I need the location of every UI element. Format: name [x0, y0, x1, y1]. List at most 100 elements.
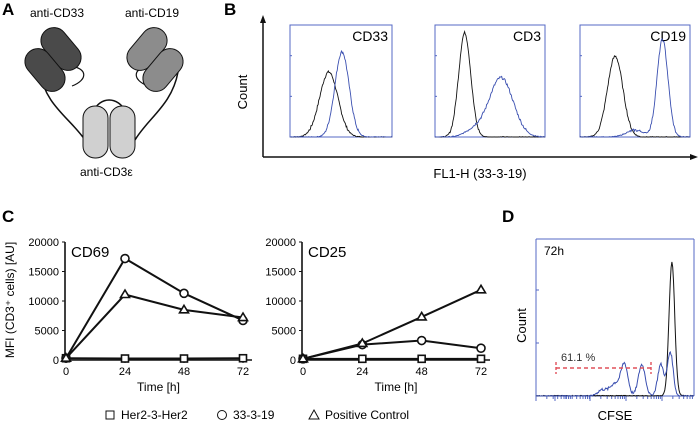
- marker-triangle: [415, 310, 428, 321]
- legend-label: 33-3-19: [233, 408, 275, 422]
- control-curve: [435, 29, 546, 138]
- b-x-label: FL1-H (33-3-19): [433, 166, 526, 181]
- y-axis-label: Count: [514, 308, 529, 343]
- panel-label-d: D: [502, 207, 514, 226]
- panel-c: C MFI (CD3⁺ cells) [AU] 0 5000 10000 15000 2…: [2, 207, 490, 394]
- x-tick-label: 72: [237, 366, 249, 378]
- marker-triangle: [178, 303, 190, 314]
- c-y-label: MFI (CD3⁺ cells) [AU]: [3, 242, 17, 358]
- marker-triangle: [475, 283, 487, 294]
- x-axis-label: CFSE: [598, 408, 633, 423]
- stained-curve: [536, 350, 694, 397]
- b-y-label: Count: [235, 74, 250, 109]
- anti-cd19-domains: [126, 27, 184, 92]
- histogram-frame: [289, 24, 393, 138]
- y-tick-label: 15000: [265, 267, 296, 279]
- panel-label-a: A: [2, 0, 14, 19]
- chart-title: CD69: [71, 244, 109, 261]
- series-line: [65, 257, 244, 359]
- marker-circle: [476, 343, 486, 354]
- legend-item: Her2-3-Her2: [105, 408, 188, 422]
- panel-d: D 72h Count CFSE 61.1 %: [502, 207, 695, 423]
- marker-circle: [179, 288, 189, 299]
- b-subplots: CD33 CD3 CD19: [289, 24, 691, 138]
- histogram-cd3: CD3: [434, 24, 546, 138]
- y-tick-label: 15000: [28, 267, 59, 279]
- y-tick-label: 5000: [35, 326, 59, 338]
- histogram-title: CD19: [650, 28, 686, 44]
- marker-square: [238, 353, 248, 363]
- arm-label-left: anti-CD33: [30, 6, 84, 20]
- x-tick-label: 72: [475, 366, 487, 378]
- y-tick-label: 0: [290, 355, 296, 367]
- marker-square: [179, 354, 189, 363]
- y-tick-label: 20000: [28, 237, 59, 249]
- legend-label: Her2-3-Her2: [121, 408, 188, 422]
- x-tick-label: 48: [416, 366, 428, 378]
- domain: [82, 105, 109, 159]
- marker-triangle: [119, 288, 131, 299]
- panel-b: B Count FL1-H (33-3-19) CD33 CD3 CD19: [224, 0, 698, 181]
- x-axis-label: Time [h]: [375, 380, 418, 394]
- stained-curve: [580, 38, 691, 138]
- legend-item: Positive Control: [308, 408, 409, 422]
- series-line: [65, 293, 244, 359]
- control-curve: [289, 69, 393, 138]
- chart-title: 72h: [544, 244, 564, 258]
- domain: [24, 48, 66, 92]
- chart-cfse: 72h Count CFSE 61.1 %: [514, 238, 695, 423]
- arm-label-right: anti-CD19: [125, 6, 179, 20]
- x-tick-label: 0: [63, 366, 69, 378]
- x-tick-label: 24: [356, 366, 368, 378]
- chart-cd69: 0 5000 10000 15000 20000 0 24 48 72 Time [h] CD69: [28, 237, 252, 394]
- marker-square: [120, 354, 130, 363]
- histogram-title: CD33: [352, 28, 388, 44]
- y-tick-label: 0: [53, 355, 59, 367]
- histogram-cd33: CD33: [289, 24, 393, 138]
- panel-a: A anti-CD33 anti-CD19 anti-CD3ε: [2, 0, 184, 179]
- marker-circle: [416, 335, 427, 346]
- anti-cd33-domains: [24, 27, 82, 92]
- x-axis-label: Time [h]: [137, 380, 180, 394]
- legend-item: 33-3-19: [217, 408, 275, 422]
- anti-cd3e-domains: [82, 105, 136, 159]
- histogram-title: CD3: [513, 28, 541, 44]
- gate-percentage: 61.1 %: [561, 352, 595, 364]
- series-line: [302, 288, 482, 360]
- arm-label-bottom: anti-CD3ε: [80, 165, 133, 179]
- panel-label-b: B: [224, 0, 236, 19]
- marker-triangle: [60, 352, 72, 363]
- marker-square: [358, 354, 367, 364]
- y-tick-label: 5000: [272, 326, 296, 338]
- control-curve: [535, 261, 695, 397]
- legend: Her2-3-Her2 33-3-19 Positive Control: [105, 408, 409, 422]
- marker-circle: [120, 253, 130, 264]
- marker-triangle: [237, 311, 249, 322]
- legend-square-icon: [105, 410, 115, 420]
- x-tick-label: 0: [300, 366, 306, 378]
- x-tick-label: 48: [178, 366, 190, 378]
- domain: [109, 105, 136, 159]
- b-x-arrow: [690, 154, 698, 160]
- legend-triangle-icon: [308, 408, 320, 420]
- control-curve: [579, 55, 691, 138]
- marker-triangle: [297, 352, 309, 363]
- histogram-cd19: CD19: [579, 24, 691, 138]
- b-y-arrow: [260, 15, 266, 23]
- marker-square: [476, 354, 486, 364]
- legend-label: Positive Control: [325, 408, 409, 422]
- stained-curve: [290, 49, 392, 138]
- histogram-frame: [579, 24, 691, 138]
- x-tick-label: 24: [119, 366, 131, 378]
- marker-triangle: [356, 337, 369, 348]
- y-tick-label: 10000: [28, 296, 59, 308]
- chart-title: CD25: [308, 244, 346, 261]
- stained-curve: [434, 75, 545, 138]
- legend-circle-icon: [217, 410, 227, 420]
- domain: [142, 48, 184, 92]
- linker-right: [134, 71, 179, 141]
- marker-square: [417, 354, 426, 364]
- chart-cd25: 0 5000 10000 15000 20000 0 24 48 72 Time [h] CD25: [265, 237, 490, 394]
- y-tick-label: 20000: [265, 237, 296, 249]
